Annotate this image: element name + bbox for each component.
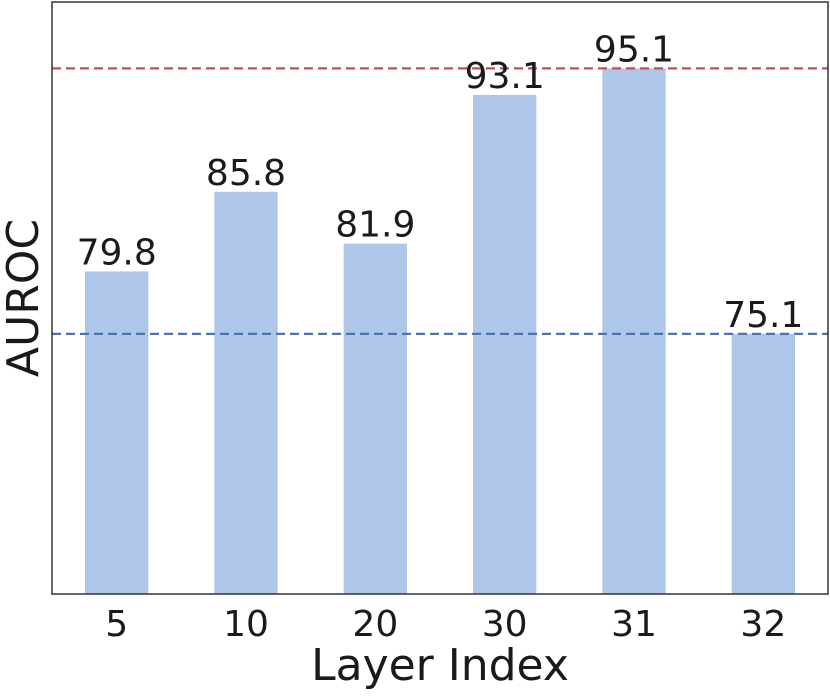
x-tick-label-20: 20 [352, 604, 398, 645]
x-tick-label-10: 10 [223, 604, 269, 645]
value-label-31: 95.1 [594, 29, 674, 70]
bar-layer-32 [731, 333, 796, 594]
value-label-10: 85.8 [206, 153, 286, 194]
x-tick-label-32: 32 [740, 604, 786, 645]
bar-layer-30 [472, 94, 537, 594]
bars-group [84, 68, 796, 595]
x-axis-title: Layer Index [311, 640, 569, 691]
bar-layer-20 [343, 243, 408, 594]
value-label-32: 75.1 [723, 295, 803, 336]
x-tick-label-30: 30 [482, 604, 528, 645]
value-label-5: 79.8 [77, 232, 157, 273]
bar-layer-5 [84, 271, 149, 594]
x-tick-label-31: 31 [611, 604, 657, 645]
x-tick-labels-group: 5 10 20 30 31 32 [105, 604, 786, 645]
x-tick-label-5: 5 [105, 604, 128, 645]
value-labels-group: 79.8 85.8 81.9 93.1 95.1 75.1 [77, 29, 804, 335]
value-label-20: 81.9 [335, 205, 415, 246]
value-label-30: 93.1 [465, 56, 545, 97]
bar-layer-10 [214, 191, 278, 595]
plot-frame [51, 1, 829, 595]
bar-layer-31 [602, 68, 666, 594]
y-axis-title: AUROC [0, 219, 49, 377]
reference-lines-group [52, 67, 828, 335]
